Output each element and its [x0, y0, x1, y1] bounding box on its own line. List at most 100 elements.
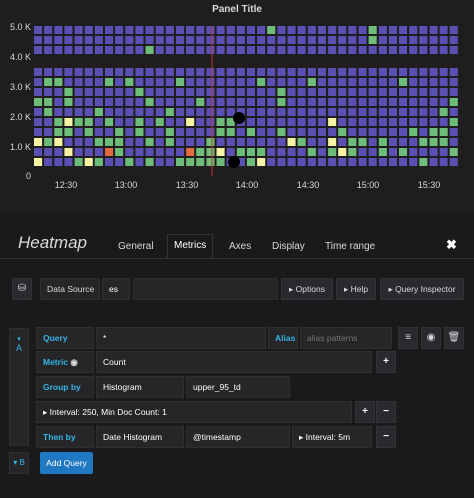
heatmap-cell[interactable] — [145, 148, 154, 156]
heatmap-cell[interactable] — [246, 138, 255, 146]
heatmap-cell[interactable] — [287, 118, 296, 126]
heatmap-cell[interactable] — [287, 78, 296, 86]
heatmap-cell[interactable] — [317, 78, 326, 86]
heatmap-cell[interactable] — [388, 26, 397, 34]
heatmap-cell[interactable] — [125, 118, 134, 126]
heatmap-cell[interactable] — [388, 78, 397, 86]
heatmap-cell[interactable] — [257, 68, 266, 76]
heatmap-cell[interactable] — [419, 148, 428, 156]
heatmap-cell[interactable] — [155, 26, 164, 34]
heatmap-cell[interactable] — [186, 26, 195, 34]
heatmap-cell[interactable] — [449, 46, 458, 54]
heatmap-cell[interactable] — [64, 88, 73, 96]
heatmap-cell[interactable] — [257, 88, 266, 96]
heatmap-cell[interactable] — [165, 158, 174, 166]
heatmap-cell[interactable] — [399, 68, 408, 76]
heatmap-cell[interactable] — [429, 128, 438, 136]
tab-axes[interactable]: Axes — [229, 241, 252, 252]
heatmap-cell[interactable] — [155, 88, 164, 96]
heatmap-cell[interactable] — [216, 158, 225, 166]
annotation-marker[interactable] — [233, 112, 245, 124]
heatmap-cell[interactable] — [105, 88, 114, 96]
heatmap-cell[interactable] — [378, 98, 387, 106]
heatmap-cell[interactable] — [216, 128, 225, 136]
heatmap-cell[interactable] — [449, 36, 458, 44]
heatmap-cell[interactable] — [84, 158, 93, 166]
heatmap-cell[interactable] — [165, 98, 174, 106]
heatmap-cell[interactable] — [84, 108, 93, 116]
heatmap-cell[interactable] — [419, 88, 428, 96]
heatmap-cell[interactable] — [368, 26, 377, 34]
eye-icon[interactable]: ◉ — [421, 327, 441, 349]
heatmap-cell[interactable] — [196, 36, 205, 44]
heatmap-cell[interactable] — [317, 148, 326, 156]
heatmap-cell[interactable] — [307, 46, 316, 54]
heatmap-cell[interactable] — [206, 46, 215, 54]
heatmap-cell[interactable] — [388, 68, 397, 76]
heatmap-cell[interactable] — [307, 108, 316, 116]
heatmap-cell[interactable] — [54, 46, 63, 54]
heatmap-cell[interactable] — [54, 158, 63, 166]
heatmap-cell[interactable] — [297, 78, 306, 86]
heatmap-cell[interactable] — [165, 78, 174, 86]
heatmap-cell[interactable] — [135, 26, 144, 34]
heatmap-cell[interactable] — [44, 148, 53, 156]
heatmap-cell[interactable] — [34, 68, 43, 76]
heatmap-cell[interactable] — [145, 98, 154, 106]
heatmap-cell[interactable] — [64, 68, 73, 76]
heatmap-cell[interactable] — [44, 26, 53, 34]
heatmap-cell[interactable] — [267, 46, 276, 54]
heatmap-cell[interactable] — [105, 78, 114, 86]
chevron-down-icon[interactable]: ▾ — [17, 336, 21, 343]
heatmap-cell[interactable] — [135, 88, 144, 96]
heatmap-cell[interactable] — [105, 148, 114, 156]
heatmap-cell[interactable] — [206, 26, 215, 34]
heatmap-cell[interactable] — [277, 158, 286, 166]
heatmap-cell[interactable] — [378, 138, 387, 146]
heatmap-cell[interactable] — [267, 108, 276, 116]
heatmap-cell[interactable] — [176, 68, 185, 76]
heatmap-cell[interactable] — [409, 88, 418, 96]
heatmap-cell[interactable] — [246, 98, 255, 106]
heatmap-cell[interactable] — [125, 78, 134, 86]
metric-select[interactable]: Count — [96, 351, 372, 373]
heatmap-cell[interactable] — [135, 46, 144, 54]
heatmap-cell[interactable] — [84, 36, 93, 44]
heatmap-cell[interactable] — [135, 118, 144, 126]
query-b-row[interactable]: ▾ B — [9, 452, 29, 474]
heatmap-cell[interactable] — [246, 78, 255, 86]
heatmap-cell[interactable] — [399, 118, 408, 126]
heatmap-cell[interactable] — [267, 158, 276, 166]
heatmap-cell[interactable] — [267, 68, 276, 76]
database-icon[interactable]: ⛁ — [12, 278, 32, 300]
heatmap-cell[interactable] — [388, 158, 397, 166]
heatmap-cell[interactable] — [125, 88, 134, 96]
heatmap-cell[interactable] — [44, 88, 53, 96]
heatmap-cell[interactable] — [307, 78, 316, 86]
heatmap-cell[interactable] — [176, 148, 185, 156]
heatmap-cell[interactable] — [94, 26, 103, 34]
heatmap-cell[interactable] — [186, 128, 195, 136]
heatmap-cell[interactable] — [196, 46, 205, 54]
heatmap-cell[interactable] — [196, 68, 205, 76]
heatmap-cell[interactable] — [358, 88, 367, 96]
heatmap-cell[interactable] — [388, 138, 397, 146]
heatmap-cell[interactable] — [399, 98, 408, 106]
heatmap-cell[interactable] — [125, 148, 134, 156]
heatmap-cell[interactable] — [125, 108, 134, 116]
heatmap-cell[interactable] — [236, 68, 245, 76]
heatmap-cell[interactable] — [419, 68, 428, 76]
heatmap-cell[interactable] — [145, 88, 154, 96]
heatmap-cell[interactable] — [105, 46, 114, 54]
heatmap-cell[interactable] — [196, 128, 205, 136]
heatmap-cell[interactable] — [165, 36, 174, 44]
heatmap-cell[interactable] — [429, 88, 438, 96]
heatmap-cell[interactable] — [155, 158, 164, 166]
heatmap-cell[interactable] — [439, 158, 448, 166]
heatmap-cell[interactable] — [236, 46, 245, 54]
heatmap-cell[interactable] — [317, 68, 326, 76]
heatmap-cell[interactable] — [429, 26, 438, 34]
heatmap-cell[interactable] — [287, 68, 296, 76]
heatmap-cell[interactable] — [267, 36, 276, 44]
heatmap-cell[interactable] — [84, 138, 93, 146]
